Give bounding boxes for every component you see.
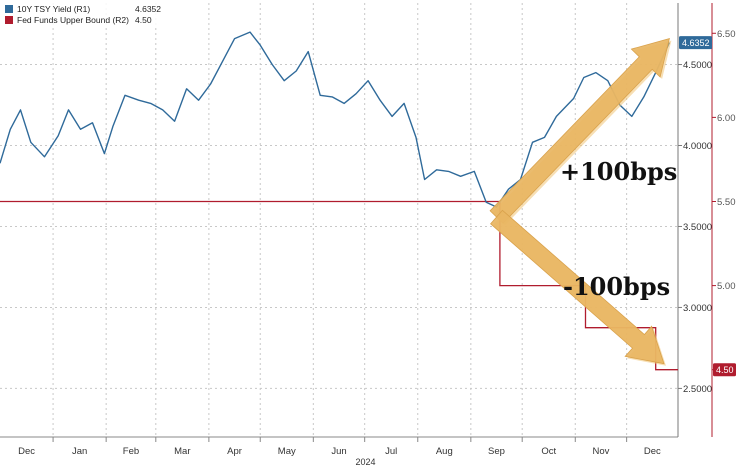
r2-tick-label: 6.50 — [717, 29, 736, 40]
x-tick-label: Nov — [593, 446, 610, 457]
x-tick-label: Jan — [72, 446, 87, 457]
legend-value: 4.6352 — [135, 4, 161, 14]
x-tick-label: Jun — [331, 446, 346, 457]
r2-tick-label: 5.00 — [717, 281, 736, 292]
legend-label: Fed Funds Upper Bound (R2) — [17, 15, 129, 25]
x-tick-label: Dec — [644, 446, 661, 457]
annotation-minus-100bps: -100bps — [563, 272, 670, 301]
down-arrow — [490, 209, 665, 365]
legend-swatch — [5, 5, 13, 13]
r1-tick-label: 4.5000 — [683, 60, 712, 71]
annotation-labels: +100bps -100bps — [560, 157, 677, 301]
legend-swatch — [5, 16, 13, 24]
x-tick-label: Sep — [488, 446, 505, 457]
x-tick-label: Dec — [18, 446, 35, 457]
yield-last-badge-text: 4.6352 — [682, 38, 710, 48]
x-tick-label: Aug — [436, 446, 453, 457]
r1-tick-label: 2.5000 — [683, 384, 712, 395]
r2-tick-label: 5.50 — [717, 197, 736, 208]
r1-tick-label: 4.0000 — [683, 141, 712, 152]
yield-last-badge — [679, 36, 712, 50]
x-tick-label: Jul — [385, 446, 397, 457]
up-arrow — [489, 38, 670, 224]
legend-box — [2, 2, 167, 28]
annotation-plus-100bps: +100bps — [560, 157, 677, 186]
x-tick-label: May — [278, 446, 296, 457]
x-tick-label: Mar — [174, 446, 190, 457]
x-tick-label: Apr — [227, 446, 242, 457]
r1-tick-label: 3.0000 — [683, 303, 712, 314]
last-value-badges: 4.6352 4.50 — [679, 36, 736, 377]
x-year-label: 2024 — [356, 457, 376, 466]
legend: 10Y TSY Yield (R1) 4.6352 Fed Funds Upper … — [2, 2, 167, 28]
fed-funds-last-badge-text: 4.50 — [716, 365, 734, 375]
r1-tick-label: 3.5000 — [683, 222, 712, 233]
annotation-arrows — [489, 38, 672, 366]
fed-funds-last-badge — [713, 363, 736, 377]
legend-label: 10Y TSY Yield (R1) — [17, 4, 90, 14]
r2-tick-label: 6.00 — [717, 113, 736, 124]
ten-year-yield-line — [0, 31, 671, 208]
legend-value: 4.50 — [135, 15, 152, 25]
x-tick-label: Oct — [541, 446, 556, 457]
axes: Dec Jan Feb Mar Apr May Jun Jul Aug Sep Oct Nov Dec 2… — [0, 3, 736, 466]
x-tick-label: Feb — [123, 446, 139, 457]
